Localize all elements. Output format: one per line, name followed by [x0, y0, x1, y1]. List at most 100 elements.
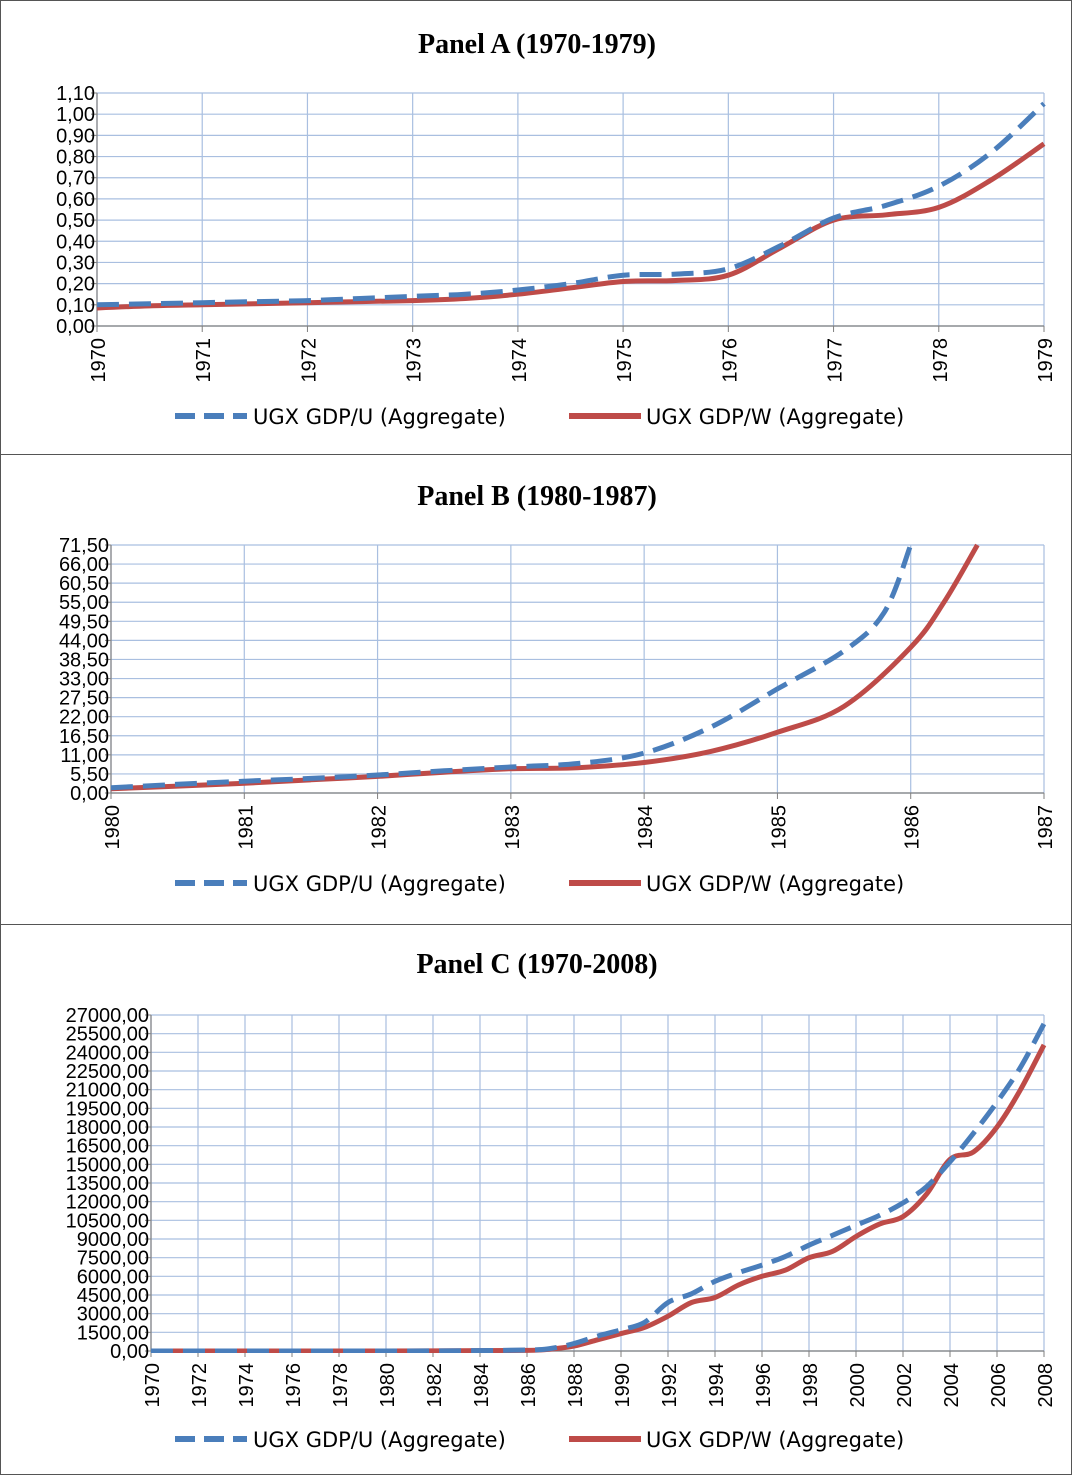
x-tick-label: 1974: [509, 338, 531, 383]
x-tick-label: 1974: [236, 1363, 258, 1408]
y-tick-label: 19500,00: [66, 1098, 149, 1120]
y-tick-label: 44,00: [59, 630, 109, 652]
panel-c: Panel C (1970-2008) 0,00 1500,00 3000,00 450…: [0, 924, 1072, 1475]
legend-label-gdp-u: UGX GDP/U (Aggregate): [253, 405, 506, 429]
y-tick-label: 6000,00: [77, 1266, 149, 1288]
x-tick-label: 1986: [902, 805, 924, 850]
x-tick-label: 1977: [825, 338, 847, 383]
y-tick-label: 16500,00: [66, 1136, 149, 1158]
x-tick-label: 1994: [706, 1363, 728, 1408]
panel-a-title: Panel A (1970-1979): [418, 29, 656, 60]
x-tick-label: 2008: [1035, 1363, 1057, 1408]
y-tick-label: 71,50: [59, 535, 109, 557]
x-tick-label: 1985: [768, 805, 790, 850]
series-line-gdp-u: [151, 1022, 1047, 1353]
y-tick-label: 0,90: [56, 125, 95, 147]
x-tick-label: 1976: [283, 1363, 305, 1408]
x-tick-label: 1998: [800, 1363, 822, 1408]
y-tick-label: 66,00: [59, 554, 109, 576]
gridlines: [105, 544, 1045, 799]
y-tick-label: 0,60: [56, 189, 95, 211]
y-tick-label: 22500,00: [66, 1061, 149, 1083]
x-tick-label: 2004: [941, 1363, 963, 1408]
y-tick-label: 60,50: [59, 573, 109, 595]
gridlines: [145, 1014, 1045, 1357]
y-tick-label: 13500,00: [66, 1173, 149, 1195]
y-tick-label: 0,00: [56, 316, 95, 338]
series-line-gdp-w: [111, 543, 980, 792]
series-line-gdp-w: [97, 141, 1046, 311]
y-tick-label: 49,50: [59, 611, 109, 633]
x-tick-label: 1988: [565, 1363, 587, 1408]
x-tick-label: 1980: [377, 1363, 399, 1408]
y-tick-label: 0,20: [56, 274, 95, 296]
y-tick-label: 15000,00: [66, 1154, 149, 1176]
y-tick-label: 0,50: [56, 210, 95, 232]
x-tick-label: 1975: [614, 338, 636, 383]
y-tick-label: 11,00: [60, 745, 109, 767]
legend-label-gdp-u: UGX GDP/U (Aggregate): [253, 872, 506, 896]
y-tick-label: 5,50: [70, 764, 109, 786]
y-tick-label: 7500,00: [77, 1248, 149, 1270]
x-tick-label: 1972: [298, 338, 320, 383]
y-tick-label: 1,10: [56, 83, 95, 105]
x-tick-label: 1972: [189, 1363, 211, 1408]
y-tick-label: 25500,00: [66, 1024, 149, 1046]
x-tick-label: 2000: [847, 1363, 869, 1408]
x-tick-label: 1992: [659, 1363, 681, 1408]
panel-c-chart: Panel C (1970-2008) 0,001500,003000,00450…: [66, 949, 1057, 1452]
x-tick-label: 1973: [404, 338, 426, 383]
y-tick-label: 10500,00: [66, 1210, 149, 1232]
y-tick-label: 18000,00: [66, 1117, 149, 1139]
y-tick-label: 1500,00: [77, 1322, 149, 1344]
x-tick-label: 1986: [518, 1363, 540, 1408]
x-tick-label: 1970: [88, 338, 110, 383]
series-line-gdp-u: [111, 544, 914, 791]
y-tick-label: 27000,00: [66, 1005, 149, 1027]
panel-b-chart: Panel B (1980-1987) 0,005,5011,0016,5022,…: [59, 481, 1057, 896]
x-tick-label: 1981: [235, 805, 257, 850]
x-tick-label: 1982: [369, 805, 391, 850]
x-tick-label: 1983: [502, 805, 524, 850]
panel-b: Panel B (1980-1987) 0,00 5,50 11,00 16,50 22,…: [0, 454, 1072, 925]
y-tick-label: 0,80: [56, 147, 95, 169]
y-tick-label: 0,30: [56, 252, 95, 274]
y-tick-label: 3000,00: [77, 1304, 149, 1326]
x-tick-label: 1984: [471, 1363, 493, 1408]
x-tick-label: 1982: [424, 1363, 446, 1408]
y-tick-label: 0,10: [56, 295, 95, 317]
legend-label-gdp-u: UGX GDP/U (Aggregate): [253, 1428, 506, 1452]
x-tick-label: 1984: [635, 805, 657, 850]
y-tick-label: 1,00: [56, 104, 95, 126]
y-tick-label: 12000,00: [66, 1192, 149, 1214]
y-tick-label: 0,00: [110, 1341, 149, 1363]
y-tick-label: 27,50: [59, 688, 109, 710]
panel-a-chart: Panel A (1970-1979)0,000,100,200,300,400…: [56, 29, 1057, 429]
legend-label-gdp-w: UGX GDP/W (Aggregate): [646, 405, 904, 429]
y-tick-label: 0,40: [56, 231, 95, 253]
y-tick-label: 55,00: [59, 592, 109, 614]
y-tick-label: 21000,00: [66, 1080, 149, 1102]
y-tick-label: 0,00: [70, 783, 109, 805]
x-tick-label: 2006: [988, 1363, 1010, 1408]
x-tick-label: 1996: [753, 1363, 775, 1408]
x-tick-label: 1980: [102, 805, 124, 850]
series-line-gdp-w: [151, 1043, 1047, 1353]
y-tick-label: 0,70: [56, 168, 95, 190]
y-tick-label: 9000,00: [77, 1229, 149, 1251]
x-tick-label: 1978: [330, 1363, 352, 1408]
x-tick-label: 1971: [193, 338, 215, 383]
x-tick-label: 1987: [1035, 805, 1057, 850]
y-tick-label: 24000,00: [66, 1042, 149, 1064]
panel-a: Panel A (1970-1979) 0,00 0,10 0,20 0,30 0,40 0…: [0, 0, 1072, 455]
y-tick-label: 4500,00: [77, 1285, 149, 1307]
y-tick-label: 22,00: [59, 707, 109, 729]
y-tick-label: 38,50: [59, 649, 109, 671]
y-tick-label: 16,50: [59, 726, 109, 748]
x-tick-label: 1979: [1035, 338, 1057, 383]
x-tick-label: 1970: [142, 1363, 164, 1408]
legend-label-gdp-w: UGX GDP/W (Aggregate): [646, 872, 904, 896]
legend-label-gdp-w: UGX GDP/W (Aggregate): [646, 1428, 904, 1452]
x-tick-label: 1990: [612, 1363, 634, 1408]
